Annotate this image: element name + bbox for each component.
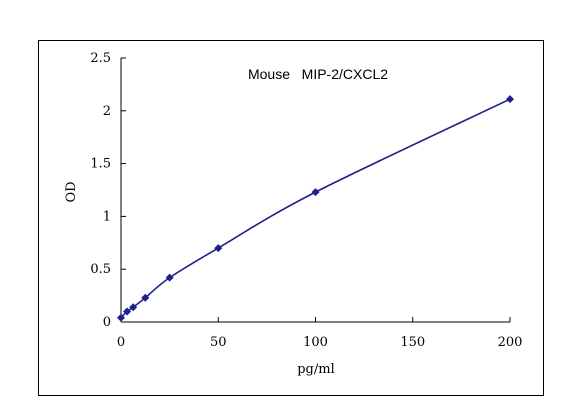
data-point-marker — [214, 244, 223, 253]
x-tick-label: 200 — [498, 335, 523, 350]
y-axis-label: OD — [64, 181, 79, 202]
series-markers — [117, 95, 514, 322]
data-point-marker — [311, 188, 320, 197]
y-tick-label: 2 — [103, 104, 111, 119]
x-axis-label: pg/ml — [297, 362, 335, 377]
x-tick-label: 150 — [400, 335, 425, 350]
series-line — [120, 98, 511, 319]
x-tick-label: 50 — [210, 335, 227, 350]
y-ticks: 0 0.5 1 1.5 2 2.5 — [90, 51, 126, 330]
y-tick-label: 1 — [103, 209, 111, 224]
data-point-marker — [141, 293, 150, 302]
data-point-marker — [506, 95, 514, 104]
data-point-marker — [117, 313, 125, 322]
y-tick-label: 2.5 — [90, 51, 111, 66]
x-tick-label: 100 — [303, 335, 328, 350]
chart-frame — [38, 40, 544, 396]
y-tick-label: 0 — [103, 315, 111, 330]
x-ticks: 0 50 100 150 200 — [117, 317, 523, 350]
chart-title: Mouse MIP-2/CXCL2 — [248, 66, 388, 82]
data-point-marker — [129, 303, 138, 312]
data-point-marker — [123, 307, 132, 316]
y-tick-label: 0.5 — [90, 262, 111, 277]
x-tick-label: 0 — [117, 335, 125, 350]
data-point-marker — [165, 273, 174, 282]
y-tick-label: 1.5 — [90, 157, 111, 172]
